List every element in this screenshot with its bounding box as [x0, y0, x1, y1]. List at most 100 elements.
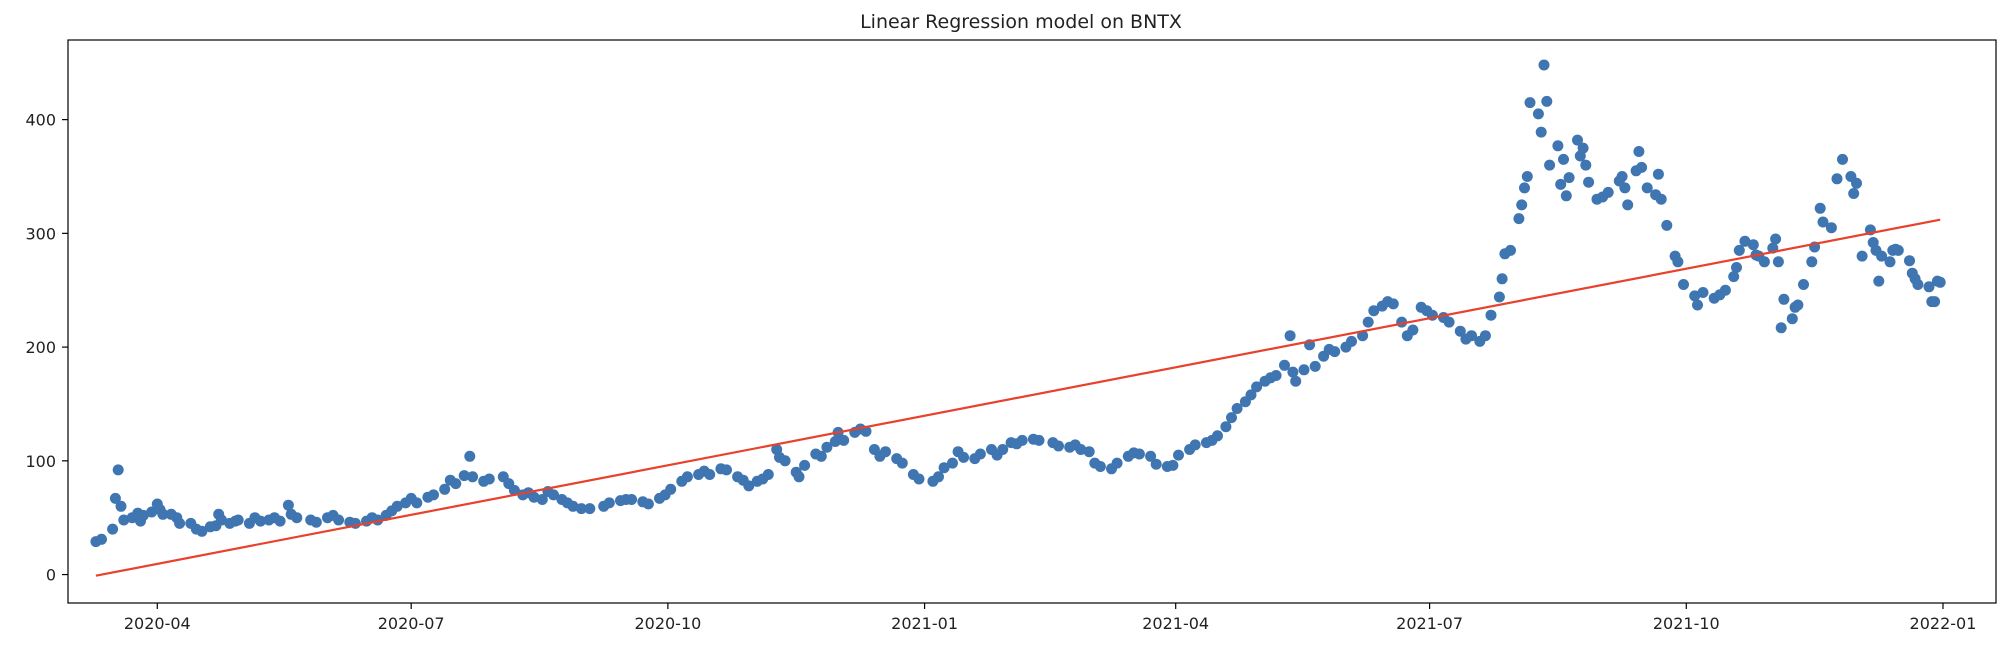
scatter-point: [528, 491, 540, 503]
scatter-point: [1535, 126, 1547, 138]
scatter-point: [1641, 182, 1653, 194]
scatter-point: [1873, 275, 1885, 287]
scatter-point: [1739, 235, 1751, 247]
scatter-point: [536, 494, 548, 505]
scatter-point: [1814, 202, 1826, 214]
x-axis: 2020-04 2020-07 2020-10 2021-01 2021-04 2021-…: [124, 603, 1977, 633]
scatter-point: [1133, 448, 1145, 460]
scatter-point: [291, 512, 303, 524]
scatter-point: [1270, 370, 1282, 381]
scatter-point: [1053, 440, 1064, 452]
scatter-point: [333, 514, 345, 526]
scatter-point: [1856, 250, 1868, 262]
scatter-point: [1672, 256, 1684, 268]
scatter-point: [896, 457, 908, 469]
scatter-point: [1633, 146, 1645, 157]
scatter-point: [974, 448, 986, 460]
scatter-point: [1538, 59, 1550, 71]
scatter-point: [1616, 171, 1628, 182]
scatter-point: [483, 473, 495, 485]
scatter-point: [642, 498, 654, 510]
scatter-point: [958, 451, 970, 463]
scatter-point: [1778, 293, 1790, 305]
scatter-point: [1083, 446, 1095, 458]
scatter-point: [1904, 255, 1915, 267]
scatter-point: [1929, 296, 1941, 308]
scatter-point: [1541, 95, 1553, 107]
scatter-point: [1496, 273, 1508, 285]
x-tick-label: 2020-07: [378, 614, 445, 633]
scatter-series: [90, 59, 1946, 548]
scatter-point: [821, 441, 833, 453]
scatter-point: [779, 455, 791, 467]
scatter-point: [1466, 330, 1477, 342]
scatter-point: [196, 525, 208, 537]
scatter-point: [1329, 346, 1341, 358]
scatter-point: [96, 533, 107, 545]
scatter-point: [1912, 279, 1924, 290]
scatter-point: [1521, 171, 1533, 182]
scatter-point: [1516, 199, 1528, 211]
x-tick-label: 2020-10: [634, 614, 701, 633]
scatter-point: [1284, 330, 1296, 342]
scatter-point: [1362, 316, 1374, 328]
scatter-point: [1485, 309, 1497, 321]
scatter-point: [255, 515, 266, 527]
y-tick-label: 0: [46, 566, 56, 585]
scatter-point: [1848, 188, 1860, 199]
x-tick-label: 2021-01: [891, 614, 958, 633]
scatter-point: [1577, 142, 1589, 154]
scatter-point: [310, 516, 322, 528]
scatter-point: [1479, 330, 1491, 342]
scatter-point: [1876, 250, 1888, 262]
scatter-point: [391, 500, 403, 512]
scatter-point: [1831, 173, 1843, 185]
scatter-point: [439, 483, 451, 495]
plot-frame: [67, 39, 1997, 604]
scatter-point: [1493, 291, 1505, 303]
y-tick-label: 200: [25, 338, 56, 357]
x-tick-label: 2021-04: [1142, 614, 1209, 633]
scatter-point: [933, 471, 944, 483]
scatter-point: [1884, 256, 1896, 268]
scatter-point: [1772, 256, 1784, 268]
scatter-point: [1792, 299, 1804, 311]
scatter-point: [1806, 256, 1818, 268]
scatter-point: [1226, 412, 1237, 424]
scatter-point: [1692, 299, 1703, 311]
scatter-point: [793, 471, 805, 483]
scatter-point: [508, 484, 520, 496]
scatter-point: [665, 483, 677, 495]
scatter-point: [880, 446, 891, 458]
scatter-point: [1697, 287, 1709, 298]
scatter-point: [1934, 276, 1946, 288]
y-tick-label: 100: [25, 452, 56, 471]
scatter-point: [232, 514, 244, 526]
scatter-point: [1519, 182, 1530, 194]
scatter-point: [1368, 305, 1380, 317]
scatter-point: [1407, 324, 1419, 336]
scatter-point: [626, 494, 638, 505]
y-tick-label: 400: [25, 111, 56, 130]
scatter-point: [1923, 281, 1935, 293]
scatter-point: [467, 471, 479, 483]
scatter-point: [721, 464, 732, 476]
scatter-point: [1798, 279, 1809, 290]
scatter-point: [1309, 360, 1321, 372]
scatter-point: [1583, 176, 1595, 188]
scatter-point: [1220, 421, 1232, 433]
scatter-point: [450, 478, 462, 490]
scatter-point: [1747, 239, 1759, 251]
scatter-point: [1775, 322, 1787, 334]
scatter-point: [913, 473, 925, 485]
scatter-point: [1075, 444, 1087, 455]
scatter-point: [1580, 159, 1592, 171]
scatter-point: [1619, 182, 1631, 194]
scatter-point: [1524, 97, 1536, 109]
scatter-point: [1298, 364, 1310, 376]
x-tick-label: 2022-01: [1910, 614, 1977, 633]
scatter-point: [1825, 222, 1837, 234]
y-tick-label: 300: [25, 224, 56, 243]
scatter-point: [115, 500, 127, 512]
scatter-point: [567, 500, 579, 512]
